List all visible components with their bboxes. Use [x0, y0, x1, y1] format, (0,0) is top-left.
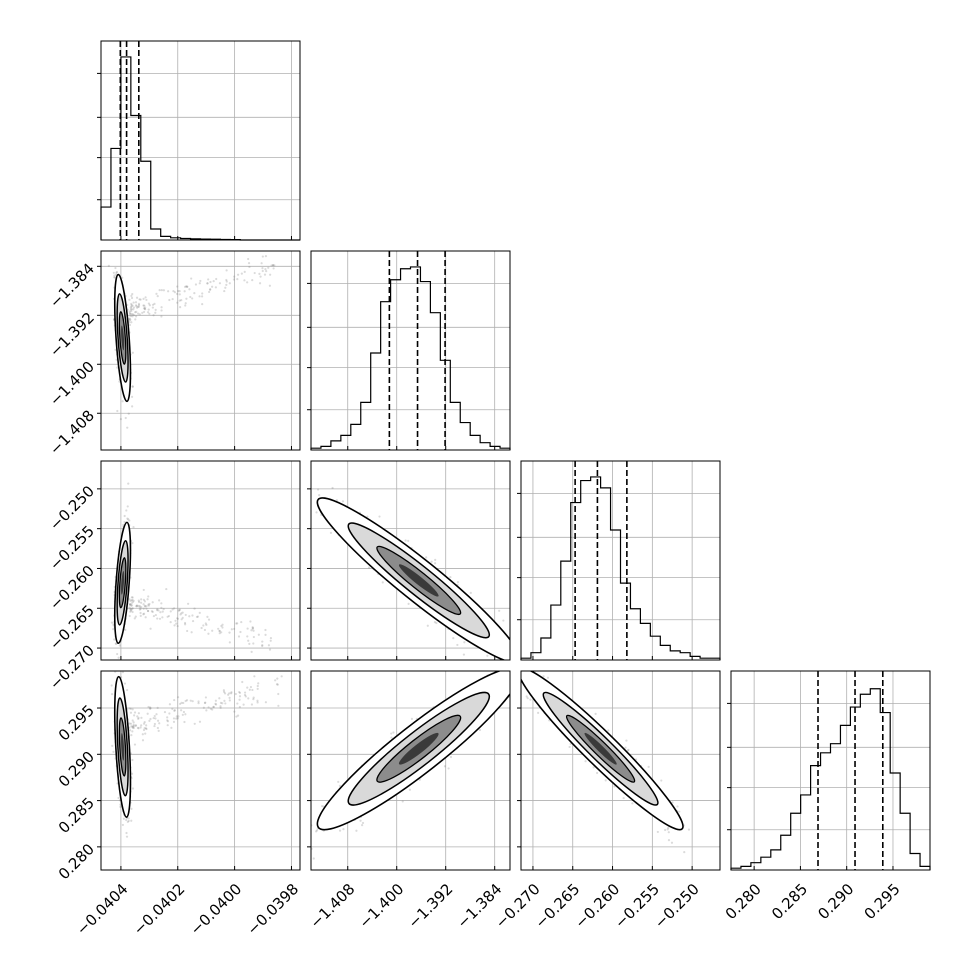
y-tick-label: −1.408 — [46, 407, 98, 459]
scatter-panel-2-3 — [517, 670, 721, 871]
panel-frame — [310, 670, 511, 871]
density-core — [398, 564, 439, 597]
scatter-content — [311, 671, 510, 860]
histogram-step-line — [730, 688, 931, 870]
panel-frame — [310, 250, 511, 451]
density-core — [398, 732, 439, 765]
scatter-panel-1-2 — [307, 460, 511, 661]
x-tick-label: −1.408 — [307, 880, 359, 932]
scatter-points — [107, 255, 276, 429]
panel-frame — [100, 250, 301, 451]
y-tick-label: −1.400 — [46, 358, 98, 410]
panel-frame — [730, 670, 931, 871]
histogram-step-line — [100, 56, 300, 241]
density-core — [121, 325, 125, 351]
density-core — [121, 733, 125, 761]
histogram-step-line — [520, 476, 721, 660]
panel-frame — [310, 460, 511, 661]
scatter-points — [110, 671, 283, 838]
y-tick-label: 0.290 — [55, 748, 98, 791]
hist-panel-0 — [97, 40, 301, 241]
y-tick-label: −1.392 — [46, 309, 98, 361]
panel-frame — [100, 670, 301, 871]
density-core — [121, 570, 125, 595]
scatter-content — [110, 671, 283, 838]
hist-panel-2 — [517, 460, 721, 661]
y-tick-label: 0.285 — [55, 794, 98, 837]
scatter-content — [107, 255, 276, 429]
scatter-panel-0-2 — [97, 460, 301, 661]
scatter-panel-0-1 — [97, 250, 301, 451]
x-tick-label: 0.290 — [814, 880, 857, 923]
x-tick-label: −0.0404 — [73, 880, 132, 939]
x-tick-label: −1.392 — [404, 880, 456, 932]
scatter-content — [521, 671, 691, 854]
scatter-content — [311, 486, 510, 660]
panel-frame — [100, 40, 301, 241]
x-tick-label: −0.250 — [651, 880, 703, 932]
scatter-content — [110, 482, 273, 659]
hist-panel-1 — [307, 250, 511, 451]
scatter-panel-1-3 — [307, 670, 511, 871]
x-tick-label: 0.280 — [722, 880, 765, 923]
panel-frame — [520, 460, 721, 661]
panel-frame — [100, 460, 301, 661]
density-core — [584, 732, 617, 765]
y-tick-label: −1.384 — [46, 260, 98, 312]
scatter-panel-0-3 — [97, 670, 301, 871]
y-tick-label: −0.250 — [46, 482, 98, 534]
x-tick-label: 0.295 — [861, 880, 904, 923]
x-tick-label: −1.400 — [355, 880, 407, 932]
y-tick-label: 0.280 — [55, 840, 98, 883]
histogram-step-line — [310, 266, 511, 450]
x-tick-label: 0.285 — [768, 880, 811, 923]
hist-panel-3 — [727, 670, 931, 871]
x-tick-label: −0.0402 — [130, 880, 189, 939]
x-tick-label: −0.0400 — [187, 880, 246, 939]
x-tick-label: −0.0398 — [243, 880, 302, 939]
scatter-points — [110, 482, 273, 659]
panel-frame — [520, 670, 721, 871]
y-tick-label: 0.295 — [55, 701, 98, 744]
